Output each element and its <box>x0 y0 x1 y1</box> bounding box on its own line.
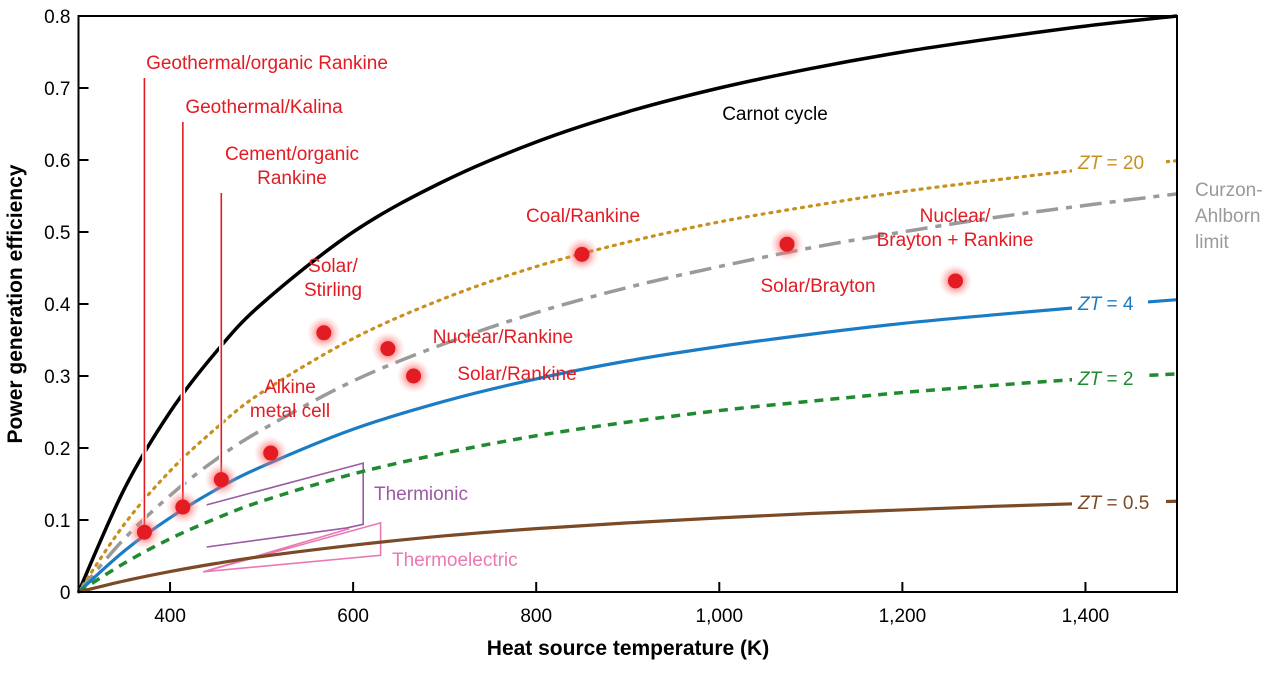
data-point-label: Solar/Rankine <box>457 364 576 385</box>
data-point-label: Brayton + Rankine <box>877 230 1034 251</box>
label-background <box>1072 490 1166 516</box>
zt-4-label: ZT = 4 <box>1077 294 1134 315</box>
y-tick-label: 0.7 <box>44 79 70 100</box>
y-axis-title: Power generation efficiency <box>4 164 27 443</box>
data-point <box>380 341 396 357</box>
series-line-zt-4 <box>77 298 1178 594</box>
series-line-curzon-ahlborn-limit <box>77 192 1178 594</box>
data-point-label: Alkine <box>264 377 316 398</box>
data-point <box>213 472 229 488</box>
data-point <box>574 246 590 262</box>
data-point-label: Stirling <box>304 280 362 301</box>
curzon-ahlborn-label: Ahlborn <box>1195 206 1261 227</box>
series-line-zt-20 <box>76 159 1179 594</box>
x-tick-label: 1,400 <box>1062 606 1110 627</box>
thermionic-label: Thermionic <box>374 484 468 505</box>
data-point-label: Solar/Brayton <box>760 276 875 297</box>
data-point <box>779 236 795 252</box>
zt-2-label: ZT = 2 <box>1077 369 1133 390</box>
label-background <box>1072 291 1148 317</box>
region-outline-thermionic <box>206 462 364 548</box>
data-point-label: Solar/ <box>308 256 358 277</box>
y-tick-label: 0.2 <box>44 439 70 460</box>
data-point <box>406 368 422 384</box>
x-axis-title: Heat source temperature (K) <box>487 637 769 660</box>
y-tick-label: 0.3 <box>44 367 70 388</box>
y-tick-label: 0 <box>60 583 71 604</box>
data-point <box>175 499 191 515</box>
data-point-label: metal cell <box>250 401 330 422</box>
y-tick-label: 0.8 <box>44 7 70 28</box>
x-tick-label: 1,000 <box>696 606 744 627</box>
x-tick-label: 600 <box>337 606 369 627</box>
series-line-zt-0-5 <box>78 499 1178 594</box>
series-line-zt-2 <box>77 372 1178 594</box>
data-point-label: Geothermal/organic Rankine <box>146 53 388 74</box>
zt-20-label: ZT = 20 <box>1077 153 1144 174</box>
zt-0-5-label: ZT = 0.5 <box>1077 493 1149 514</box>
data-point-label: Cement/organic <box>225 144 359 165</box>
label-background <box>1072 366 1148 392</box>
curzon-ahlborn-label: limit <box>1195 232 1229 253</box>
x-tick-label: 1,200 <box>879 606 927 627</box>
label-background <box>1072 150 1166 176</box>
y-tick-label: 0.6 <box>44 151 70 172</box>
y-tick-label: 0.1 <box>44 511 70 532</box>
data-point <box>263 445 279 461</box>
data-point <box>316 325 332 341</box>
thermoelectric-label: Thermoelectric <box>392 550 518 571</box>
data-point-label: Nuclear/Rankine <box>433 327 573 348</box>
y-tick-label: 0.4 <box>44 295 71 316</box>
x-tick-label: 800 <box>520 606 552 627</box>
data-point-label: Geothermal/Kalina <box>185 97 343 118</box>
data-point <box>136 524 152 540</box>
data-point <box>947 273 963 289</box>
data-point-label: Rankine <box>257 168 327 189</box>
data-point-label: Coal/Rankine <box>526 206 640 227</box>
region-outline-thermoelectric <box>202 521 382 573</box>
curzon-ahlborn-label: Curzon- <box>1195 180 1263 201</box>
x-tick-label: 400 <box>154 606 186 627</box>
y-tick-label: 0.5 <box>44 223 70 244</box>
carnot-cycle-label: Carnot cycle <box>722 104 828 125</box>
data-point-label: Nuclear/ <box>920 206 991 227</box>
